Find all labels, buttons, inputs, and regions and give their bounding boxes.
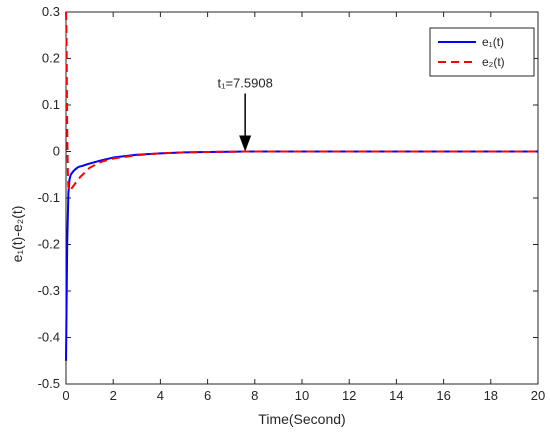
- x-tick-label: 14: [389, 388, 403, 403]
- y-axis-label: e₁(t)-e₂(t): [9, 206, 25, 263]
- y-tick-label: -0.3: [38, 283, 60, 298]
- y-tick-label: 0.1: [42, 97, 60, 112]
- y-tick-label: -0.4: [38, 330, 60, 345]
- series-line-2: [65, 11, 538, 193]
- y-tick-label: -0.2: [38, 237, 60, 252]
- series-layer: [65, 11, 538, 361]
- annotation-label: t₁=7.5908: [217, 76, 272, 91]
- legend-label-1: e₁(t): [482, 35, 504, 49]
- legend: e₁(t) e₂(t): [429, 27, 535, 77]
- x-axis-label: Time(Second): [258, 411, 345, 427]
- x-tick-label: 2: [110, 388, 117, 403]
- x-tick-label: 16: [436, 388, 450, 403]
- x-tick-label: 4: [157, 388, 164, 403]
- y-tick-label: 0: [53, 144, 60, 159]
- annotation-layer: t₁=7.5908: [217, 76, 273, 152]
- y-tick-label: 0.3: [42, 4, 60, 19]
- x-tick-label: 20: [531, 388, 545, 403]
- y-tick-label: -0.5: [38, 376, 60, 391]
- legend-label-2: e₂(t): [482, 55, 505, 69]
- x-tick-label: 12: [342, 388, 356, 403]
- x-tick-label: 0: [62, 388, 69, 403]
- x-axis-ticks: 0 2 4 6 8 10 12 14 16 18 20: [62, 12, 545, 403]
- legend-box: [429, 27, 535, 77]
- x-tick-label: 10: [295, 388, 309, 403]
- y-tick-label: -0.1: [38, 190, 60, 205]
- y-tick-label: 0.2: [42, 51, 60, 66]
- annotation-arrow-head: [239, 135, 252, 152]
- x-tick-label: 8: [251, 388, 258, 403]
- y-axis-ticks: -0.5 -0.4 -0.3 -0.2 -0.1 0 0.1 0.2 0.3: [38, 4, 538, 391]
- x-tick-label: 6: [204, 388, 211, 403]
- x-tick-label: 18: [484, 388, 498, 403]
